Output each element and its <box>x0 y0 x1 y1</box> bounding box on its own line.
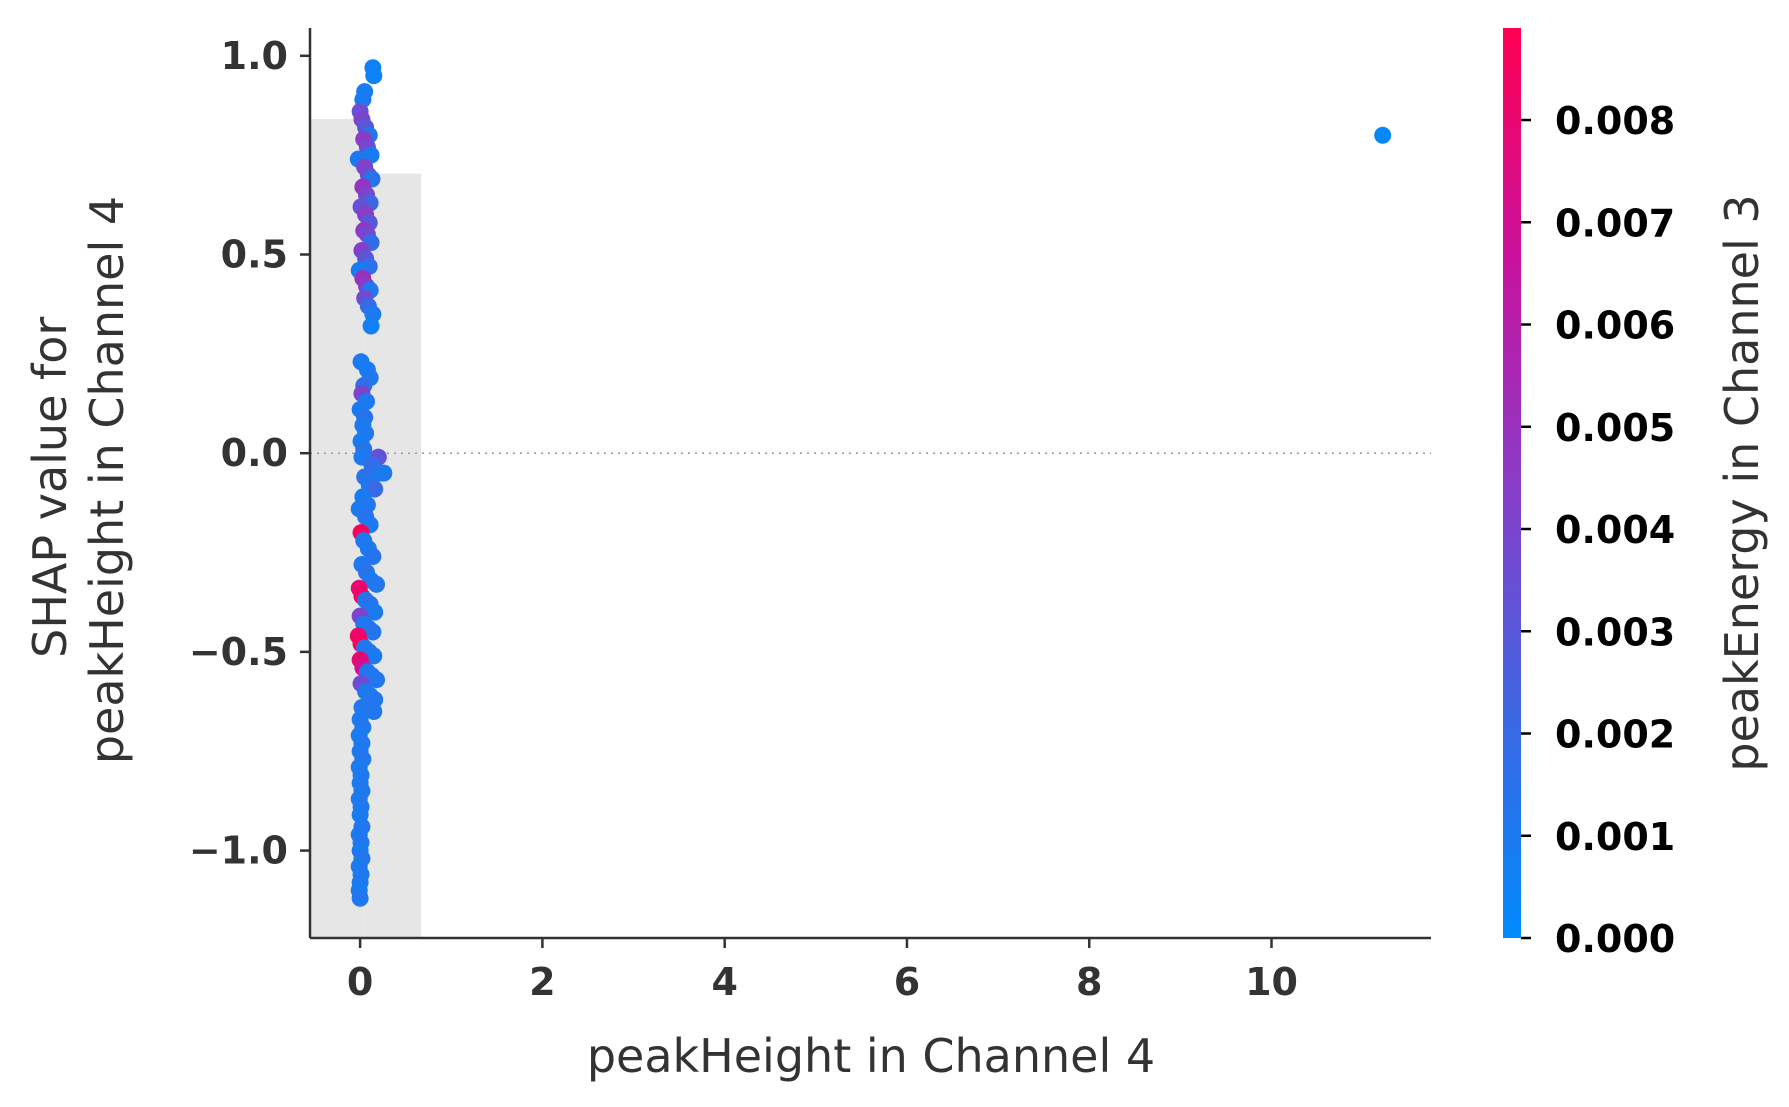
colorbar <box>1503 28 1521 938</box>
colorbar-label: peakEnergy in Channel 3 <box>1715 194 1769 771</box>
y-axis-label: SHAP value for peakHeight in Channel 4 <box>23 196 134 764</box>
scatter-point <box>362 317 380 335</box>
x-tick-label: 4 <box>711 960 737 1004</box>
x-tick-label: 10 <box>1245 960 1298 1004</box>
scatter-points <box>349 59 1392 907</box>
scatter-point <box>368 671 386 689</box>
y-axis-ticks: 1.0 0.5 0.0 −0.5 −1.0 <box>189 34 310 873</box>
scatter-point <box>364 623 382 641</box>
colorbar-tick-label: 0.000 <box>1555 917 1675 961</box>
y-tick-label: −1.0 <box>189 829 288 873</box>
colorbar-tick-label: 0.002 <box>1555 713 1675 757</box>
x-tick-label: 0 <box>347 960 373 1004</box>
scatter-point <box>365 647 383 665</box>
y-tick-label: 1.0 <box>221 34 288 78</box>
colorbar-tick-label: 0.003 <box>1555 610 1675 654</box>
y-axis-label-line-1: SHAP value for <box>23 317 77 658</box>
y-axis-label-line-2: peakHeight in Channel 4 <box>80 196 134 764</box>
y-tick-label: 0.5 <box>221 233 288 277</box>
axes <box>308 28 1431 940</box>
colorbar-tick-label: 0.001 <box>1555 815 1675 859</box>
scatter-point <box>366 603 384 621</box>
scatter-point <box>1374 126 1392 144</box>
x-tick-label: 2 <box>529 960 555 1004</box>
scatter-point <box>365 702 383 720</box>
colorbar-tick-label: 0.006 <box>1555 304 1675 348</box>
scatter-point <box>375 464 393 482</box>
x-axis-ticks: 0 2 4 6 8 10 <box>347 938 1298 1004</box>
x-tick-label: 8 <box>1076 960 1102 1004</box>
scatter-point <box>351 889 369 907</box>
colorbar-tick-label: 0.004 <box>1555 508 1675 552</box>
x-axis-label: peakHeight in Channel 4 <box>587 1029 1155 1083</box>
y-tick-label: −0.5 <box>189 630 288 674</box>
colorbar-tick-label: 0.007 <box>1555 201 1675 245</box>
x-tick-label: 6 <box>894 960 920 1004</box>
colorbar-tick-label: 0.005 <box>1555 406 1675 450</box>
scatter-point <box>365 67 383 85</box>
colorbar-tick-label: 0.008 <box>1555 99 1675 143</box>
scatter-point <box>368 575 386 593</box>
y-tick-label: 0.0 <box>221 431 288 475</box>
colorbar-ticks: 0.000 0.001 0.002 0.003 0.004 0.005 0.006 0.007… <box>1521 99 1675 961</box>
